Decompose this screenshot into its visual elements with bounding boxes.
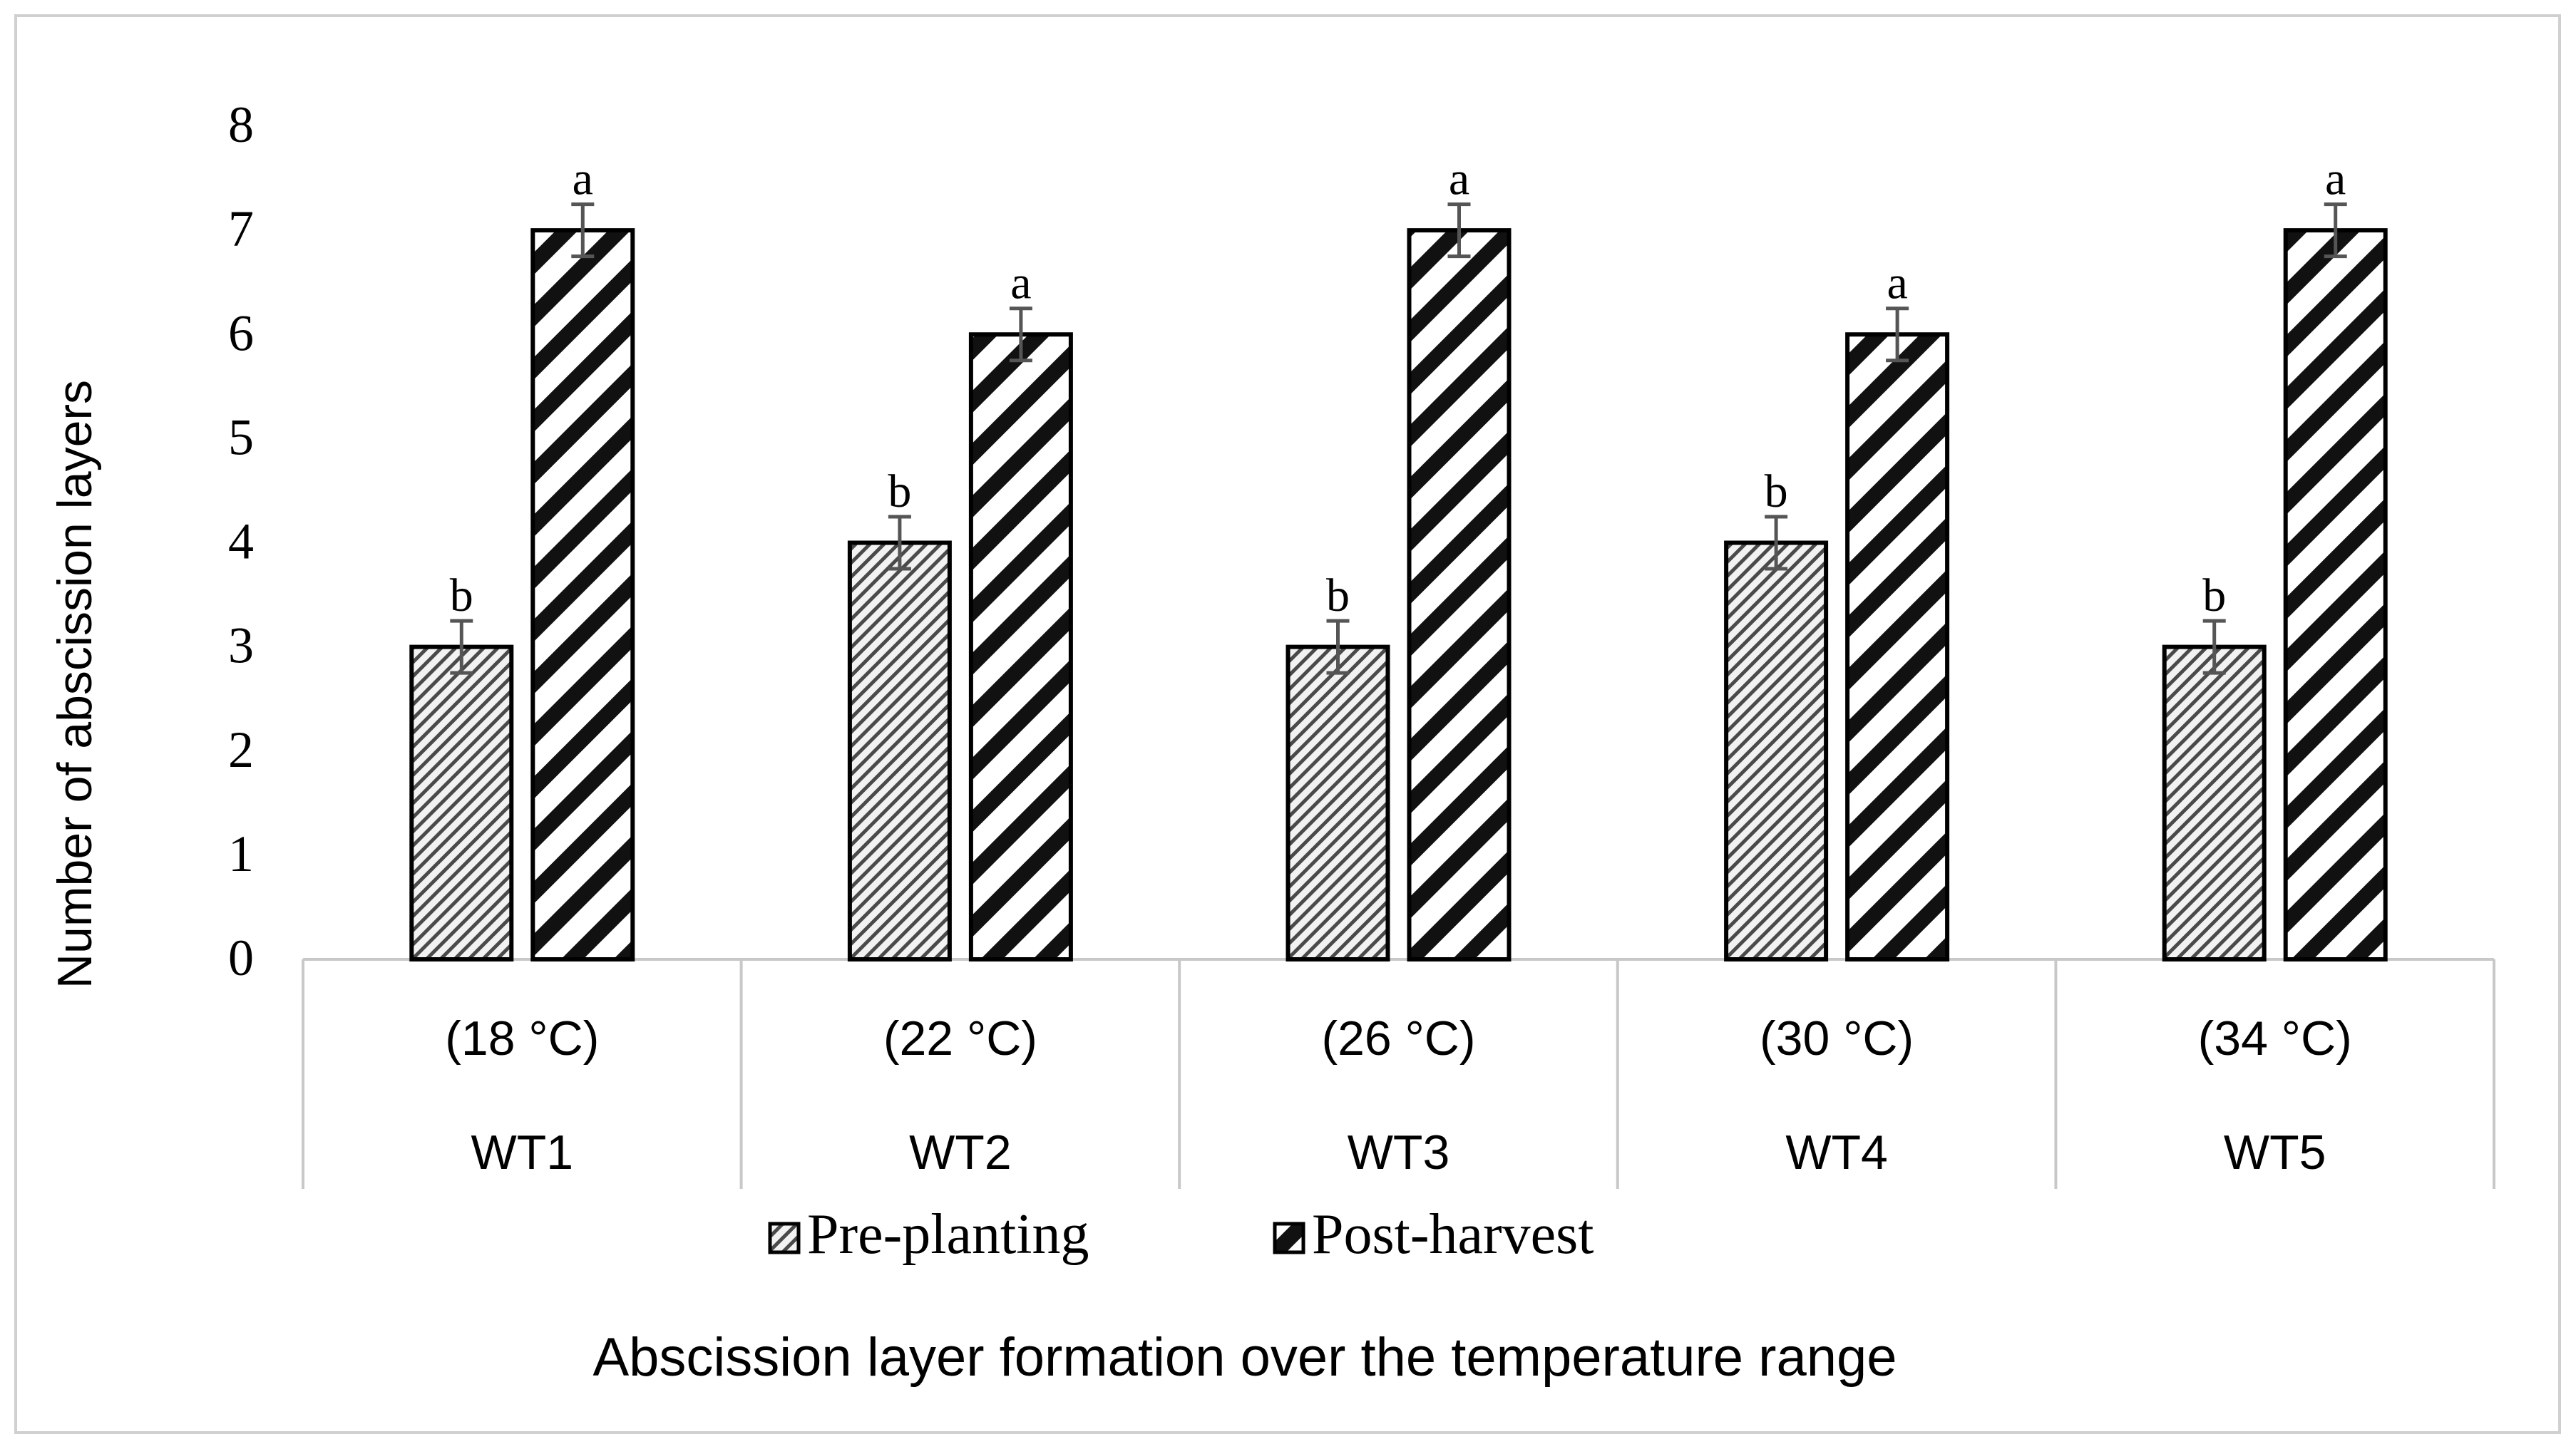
significance-label: b [888, 465, 911, 517]
x-axis-title: Abscission layer formation over the temp… [592, 1327, 1897, 1388]
bar-group-pre-planting: b [1724, 465, 1829, 961]
y-axis-label: Number of abscission layers [48, 380, 102, 989]
significance-label: a [573, 153, 593, 205]
bar-group-post-harvest: a [1845, 257, 1950, 961]
x-tick-name: WT4 [1785, 1125, 1888, 1180]
x-tick-name: WT3 [1348, 1125, 1450, 1180]
bar-post-harvest [530, 228, 635, 961]
x-tick-name: WT2 [909, 1125, 1012, 1180]
bars: b b b b b a a a a a [409, 153, 2388, 961]
y-tick-label: 2 [228, 721, 254, 778]
bar-group-pre-planting: b [1286, 569, 1390, 961]
legend-swatch-post-harvest [1273, 1222, 1305, 1254]
bar-pre-planting [409, 644, 514, 961]
bar-post-harvest [968, 332, 1073, 961]
significance-label: a [2325, 153, 2346, 205]
bar-group-pre-planting: b [409, 569, 514, 961]
y-tick-label: 7 [228, 200, 254, 257]
legend: Pre-planting Post-harvest [768, 1203, 1594, 1266]
x-tick-name: WT5 [2224, 1125, 2326, 1180]
x-tick-temperature: (18 °C) [445, 1011, 599, 1066]
bar-post-harvest [1845, 332, 1950, 961]
bar-pre-planting [1286, 644, 1390, 961]
bar-group-post-harvest: a [530, 153, 635, 961]
legend-label-pre-planting: Pre-planting [807, 1203, 1089, 1266]
legend-label-post-harvest: Post-harvest [1312, 1203, 1594, 1266]
significance-label: a [1010, 257, 1031, 309]
y-axis-ticks: 0 1 2 3 4 5 6 7 8 [228, 96, 254, 986]
x-tick-name: WT1 [471, 1125, 574, 1180]
bar-pre-planting [1724, 540, 1829, 961]
bar-group-pre-planting: b [847, 465, 952, 961]
significance-label: b [1326, 569, 1350, 622]
bar-post-harvest [1407, 228, 1512, 961]
legend-swatch-pre-planting [768, 1222, 801, 1254]
bar-pre-planting [2162, 644, 2267, 961]
significance-label: b [1765, 465, 1788, 517]
bar-group-post-harvest: a [2283, 153, 2388, 961]
y-tick-label: 8 [228, 96, 254, 153]
bar-group-pre-planting: b [2162, 569, 2267, 961]
bar-group-post-harvest: a [1407, 153, 1512, 961]
y-tick-label: 0 [228, 929, 254, 986]
significance-label: b [450, 569, 473, 622]
y-tick-label: 6 [228, 304, 254, 361]
bar-post-harvest [2283, 228, 2388, 961]
significance-label: a [1887, 257, 1907, 309]
x-tick-temperature: (34 °C) [2198, 1011, 2352, 1066]
y-tick-label: 5 [228, 408, 254, 465]
significance-label: b [2202, 569, 2226, 622]
bar-pre-planting [847, 540, 952, 961]
bar-group-post-harvest: a [968, 257, 1073, 961]
significance-label: a [1449, 153, 1469, 205]
x-tick-temperature: (30 °C) [1760, 1011, 1914, 1066]
y-tick-label: 3 [228, 617, 254, 674]
y-tick-label: 4 [228, 513, 254, 570]
y-tick-label: 1 [228, 825, 254, 882]
x-axis-table: (18 °C) WT1 (22 °C) WT2 (26 °C) WT3 (30 °C) WT4… [302, 958, 2495, 1189]
x-tick-temperature: (26 °C) [1321, 1011, 1475, 1066]
x-tick-temperature: (22 °C) [883, 1011, 1037, 1066]
